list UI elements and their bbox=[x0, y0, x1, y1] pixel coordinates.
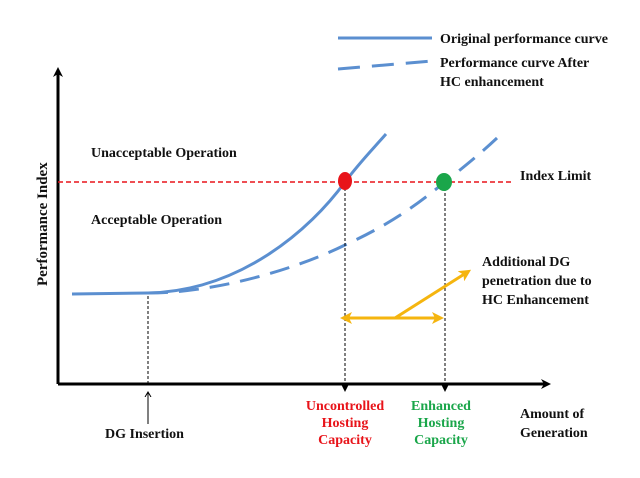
x-axis-label-1: Amount of bbox=[520, 407, 585, 422]
uncontrolled-hc-label-3: Capacity bbox=[318, 433, 372, 448]
enhanced-hc-marker bbox=[436, 173, 452, 191]
dg-insertion-label: DG Insertion bbox=[105, 427, 184, 442]
y-axis-label: Performance Index bbox=[35, 162, 51, 286]
legend-after-label-1: Performance curve After bbox=[440, 56, 589, 71]
legend-after-label-2: HC enhancement bbox=[440, 75, 544, 90]
original-performance-curve bbox=[71, 133, 388, 296]
acceptable-operation-label: Acceptable Operation bbox=[91, 213, 222, 228]
legend-dashed-line bbox=[337, 59, 433, 71]
enhanced-hc-label-1: Enhanced bbox=[411, 399, 471, 414]
enhanced-hc-label-2: Hosting bbox=[418, 416, 465, 431]
legend-original-label: Original performance curve bbox=[440, 32, 608, 47]
additional-dg-arrow bbox=[394, 269, 472, 320]
uncontrolled-hc-label-2: Hosting bbox=[322, 416, 369, 431]
additional-dg-label-3: HC Enhancement bbox=[482, 293, 589, 308]
additional-dg-label-2: penetration due to bbox=[482, 274, 592, 289]
enhanced-performance-curve bbox=[147, 136, 499, 295]
additional-dg-label-1: Additional DG bbox=[482, 255, 570, 270]
unacceptable-operation-label: Unacceptable Operation bbox=[91, 146, 237, 161]
uncontrolled-hc-label-1: Uncontrolled bbox=[306, 399, 385, 414]
enhanced-hc-label-3: Capacity bbox=[414, 433, 468, 448]
index-limit-label: Index Limit bbox=[520, 169, 592, 184]
x-axis-label-2: Generation bbox=[520, 426, 588, 441]
uncontrolled-hc-marker bbox=[338, 172, 352, 190]
